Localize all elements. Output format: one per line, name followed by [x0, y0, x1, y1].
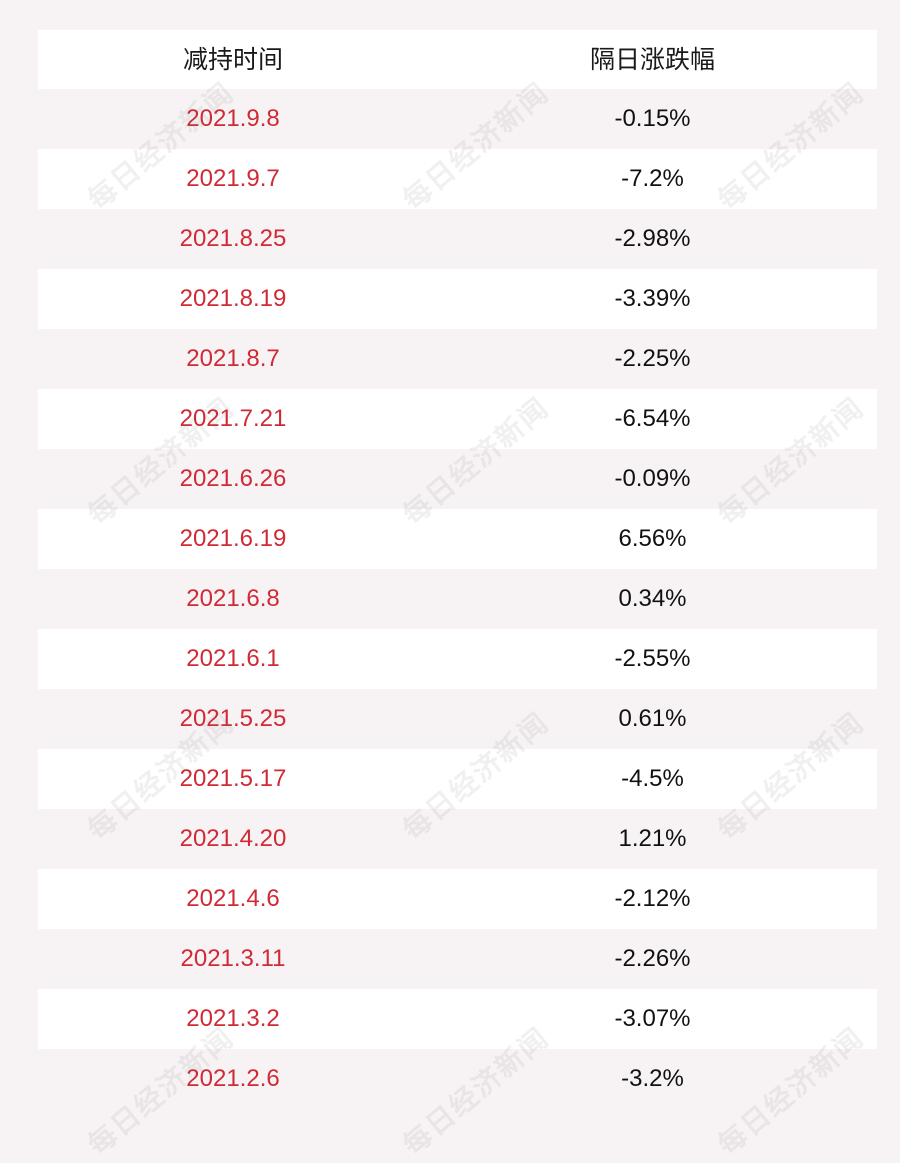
table-header-row: 减持时间 隔日涨跌幅 [38, 30, 877, 89]
header-date: 减持时间 [182, 45, 283, 74]
data-table: 减持时间 隔日涨跌幅 2021.9.8 -0.15% 2021.9.7 -7.2% 20… [38, 30, 877, 1109]
row-date: 2021.4.20 [179, 825, 287, 852]
row-date: 2021.4.6 [186, 885, 280, 912]
row-date: 2021.3.2 [186, 1005, 280, 1032]
row-change: -2.98% [614, 225, 691, 252]
row-change: -2.25% [614, 345, 691, 372]
table-row: 2021.5.17 -4.5% [38, 749, 877, 809]
table-row: 2021.6.8 0.34% [38, 569, 877, 629]
table-row: 2021.4.20 1.21% [38, 809, 877, 869]
row-change: -0.09% [614, 465, 691, 492]
row-change: -6.54% [614, 405, 691, 432]
table-row: 2021.3.2 -3.07% [38, 989, 877, 1049]
row-change: -3.39% [614, 285, 691, 312]
table-row: 2021.6.19 6.56% [38, 509, 877, 569]
table-row: 2021.8.19 -3.39% [38, 269, 877, 329]
row-change: -7.2% [621, 165, 684, 192]
row-date: 2021.9.8 [186, 105, 280, 132]
row-change: 1.21% [618, 825, 687, 852]
table-row: 2021.8.25 -2.98% [38, 209, 877, 269]
row-date: 2021.7.21 [179, 405, 287, 432]
table-row: 2021.9.7 -7.2% [38, 149, 877, 209]
row-change: 6.56% [618, 525, 687, 552]
row-change: 0.61% [618, 705, 687, 732]
table-row: 2021.4.6 -2.12% [38, 869, 877, 929]
table-row: 2021.2.6 -3.2% [38, 1049, 877, 1109]
row-date: 2021.5.17 [179, 765, 287, 792]
table-row: 2021.5.25 0.61% [38, 689, 877, 749]
row-change: -2.12% [614, 885, 691, 912]
row-date: 2021.6.8 [186, 585, 280, 612]
table-row: 2021.8.7 -2.25% [38, 329, 877, 389]
row-date: 2021.2.6 [186, 1065, 280, 1092]
row-change: -0.15% [614, 105, 691, 132]
row-date: 2021.3.11 [180, 945, 286, 972]
row-date: 2021.6.1 [186, 645, 280, 672]
table-row: 2021.6.26 -0.09% [38, 449, 877, 509]
header-change: 隔日涨跌幅 [589, 45, 715, 74]
row-change: 0.34% [618, 585, 687, 612]
row-change: -2.55% [614, 645, 691, 672]
table-body: 2021.9.8 -0.15% 2021.9.7 -7.2% 2021.8.25 -2.9… [38, 89, 877, 1109]
table-row: 2021.9.8 -0.15% [38, 89, 877, 149]
table-row: 2021.7.21 -6.54% [38, 389, 877, 449]
row-change: -3.07% [614, 1005, 691, 1032]
row-date: 2021.5.25 [179, 705, 287, 732]
row-date: 2021.9.7 [186, 165, 280, 192]
row-change: -3.2% [621, 1065, 684, 1092]
table-row: 2021.6.1 -2.55% [38, 629, 877, 689]
row-date: 2021.8.25 [179, 225, 287, 252]
row-change: -2.26% [614, 945, 691, 972]
table-row: 2021.3.11 -2.26% [38, 929, 877, 989]
row-date: 2021.6.19 [179, 525, 287, 552]
row-date: 2021.8.7 [186, 345, 280, 372]
row-change: -4.5% [621, 765, 684, 792]
row-date: 2021.8.19 [179, 285, 287, 312]
row-date: 2021.6.26 [179, 465, 287, 492]
